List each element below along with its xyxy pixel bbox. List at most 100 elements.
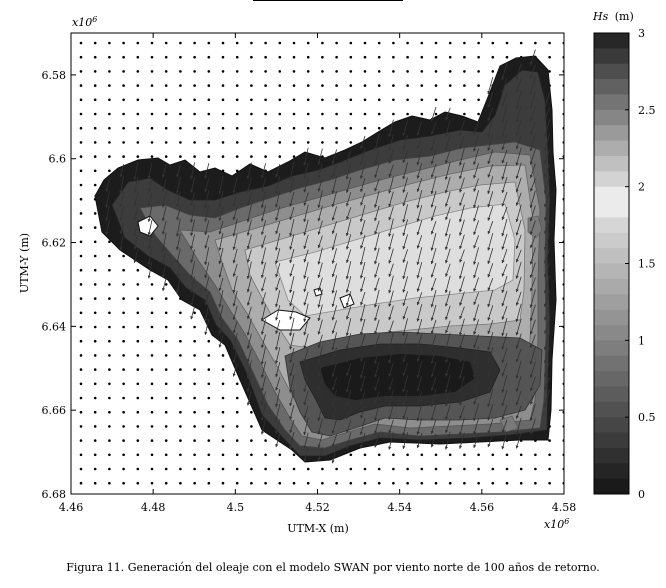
- wave-arrow: [147, 192, 153, 206]
- grid-dot: [306, 112, 310, 116]
- wave-arrow: [289, 275, 295, 294]
- wave-arrow: [416, 178, 423, 193]
- grid-dot: [377, 126, 381, 130]
- grid-dot: [79, 84, 83, 87]
- grid-dot: [235, 112, 239, 116]
- grid-dot: [434, 467, 438, 471]
- wave-arrow: [444, 290, 451, 307]
- wave-arrow: [430, 205, 437, 222]
- wave-arrow: [402, 261, 408, 280]
- wave-arrow: [544, 263, 550, 278]
- grid-dot: [193, 467, 196, 471]
- wave-arrow: [147, 177, 153, 193]
- grid-dot: [406, 41, 409, 45]
- grid-dot: [477, 70, 480, 73]
- wave-arrow: [261, 235, 266, 249]
- grid-dot: [79, 112, 83, 116]
- y-tick-label: 6.6: [49, 153, 67, 166]
- grid-dot: [377, 467, 381, 471]
- wave-arrow: [359, 204, 366, 223]
- wave-arrow: [119, 164, 124, 178]
- axes: 4.46 4.48 4.5 4.52 4.54 4.56 4.58 6.58 6.6 6.62 6.…: [42, 33, 576, 514]
- wave-arrow: [402, 162, 408, 180]
- grid-dot: [235, 98, 239, 102]
- wave-direction-arrows: [105, 49, 550, 464]
- wave-arrow: [529, 190, 536, 209]
- grid-dot: [363, 126, 367, 130]
- wave-arrow: [317, 334, 323, 349]
- grid-dot: [548, 55, 551, 59]
- grid-dot: [136, 396, 140, 400]
- island-white: [261, 309, 311, 331]
- wave-arrow: [176, 263, 181, 278]
- wave-arrow: [529, 319, 536, 335]
- grid-dot: [193, 339, 196, 343]
- wave-arrow: [317, 235, 323, 249]
- wave-arrow: [458, 261, 465, 280]
- grid-dot: [519, 481, 523, 485]
- wave-arrow: [246, 162, 252, 180]
- wave-arrow: [161, 247, 167, 265]
- wave-arrow: [402, 177, 408, 193]
- grid-dot: [278, 98, 282, 102]
- wave-arrow: [402, 120, 408, 137]
- wave-arrow: [260, 346, 266, 365]
- wave-arrow: [501, 233, 508, 250]
- wave-arrow: [303, 219, 309, 236]
- grid-dot: [122, 126, 125, 130]
- wave-arrow: [430, 277, 437, 292]
- wave-arrow: [289, 290, 295, 307]
- grid-dot: [321, 481, 324, 485]
- grid-dot: [179, 55, 182, 59]
- grid-dot: [264, 84, 267, 87]
- wave-arrow: [388, 404, 394, 421]
- grid-dot: [150, 396, 154, 400]
- grid-dot: [491, 55, 495, 59]
- grid-dot: [93, 425, 97, 428]
- wave-arrow: [473, 148, 479, 166]
- grid-dot: [108, 240, 111, 244]
- wave-arrow: [515, 120, 522, 136]
- wave-arrow: [501, 263, 508, 277]
- wave-arrow: [232, 362, 238, 377]
- colorbar: 3 2.5 2 1.5 1 0.5 0: [593, 27, 656, 501]
- wave-arrow: [544, 149, 550, 165]
- grid-dot: [264, 126, 267, 130]
- wave-arrow: [529, 418, 536, 435]
- wave-arrow: [529, 289, 536, 308]
- grid-dot: [292, 155, 296, 158]
- colorbar-step: [594, 278, 629, 295]
- wave-arrow: [303, 360, 309, 379]
- wave-arrow: [487, 290, 494, 308]
- grid-dot: [193, 126, 196, 130]
- grid-dot: [207, 70, 211, 73]
- colorbar-tick-label: 2.5: [638, 104, 656, 117]
- wave-arrow: [317, 289, 323, 308]
- wave-arrow: [487, 92, 494, 108]
- grid-dot: [122, 481, 125, 485]
- wave-arrow: [529, 64, 536, 79]
- grid-dot: [264, 141, 267, 144]
- grid-dot: [122, 155, 125, 158]
- wave-arrow: [543, 389, 550, 407]
- grid-dot: [235, 439, 239, 442]
- grid-dot: [235, 396, 239, 400]
- grid-dot: [250, 410, 253, 414]
- wave-arrow: [402, 249, 408, 263]
- wave-arrow: [444, 374, 451, 394]
- grid-dot: [420, 70, 424, 73]
- colorbar-step: [594, 324, 629, 341]
- grid-dot: [420, 98, 424, 102]
- grid-dot: [207, 155, 211, 158]
- grid-dot: [448, 98, 452, 102]
- wave-arrow: [246, 261, 252, 280]
- wave-arrow: [218, 319, 224, 335]
- wave-arrow: [161, 277, 167, 292]
- wave-arrow: [289, 389, 295, 407]
- grid-dot: [108, 84, 111, 87]
- grid-dot: [207, 55, 211, 59]
- wave-arrow: [289, 161, 295, 180]
- grid-dot: [193, 368, 196, 371]
- grid-dot: [207, 84, 211, 87]
- wave-arrow: [487, 347, 494, 364]
